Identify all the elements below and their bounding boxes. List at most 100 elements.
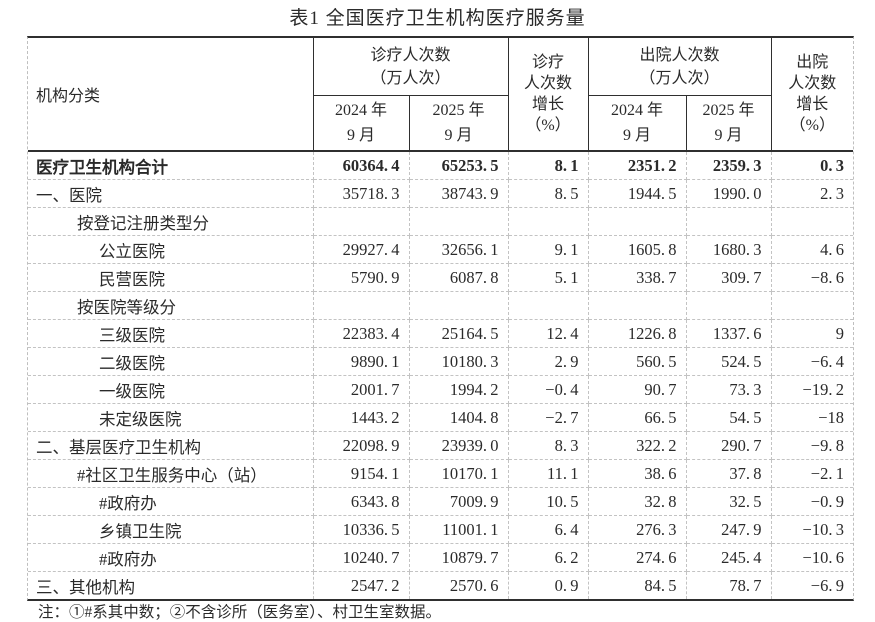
table-row: 一级医院 2001. 7 1994. 2 −0. 4 90. 7 73. 3 −19. 2 [28, 375, 854, 404]
cell-value: 524. 5 [686, 347, 772, 376]
table-row: 三、其他机构 2547. 2 2570. 6 0. 9 84. 5 78. 7 −6. 9 [28, 571, 853, 599]
cell-value: 54. 5 [686, 403, 772, 432]
cell-value: 5790. 9 [313, 263, 410, 292]
table-row: 按登记注册类型分 [28, 207, 854, 236]
cell-value: 2351. 2 [588, 151, 687, 180]
table-row: #社区卫生服务中心（站） 9154. 1 10170. 1 11. 1 38. 6 37.… [28, 459, 854, 488]
row-label: 医疗卫生机构合计 [28, 151, 314, 180]
cell-value: 10180. 3 [409, 347, 509, 376]
table-row: 乡镇卫生院 10336. 5 11001. 1 6. 4 276. 3 247. 9 −10… [28, 515, 854, 544]
cell-value: 6. 2 [508, 543, 589, 572]
row-label: 按医院等级分 [28, 291, 314, 320]
cell-value: 10336. 5 [313, 515, 410, 544]
cell-value: 1605. 8 [588, 235, 687, 264]
cell-value: 276. 3 [588, 515, 687, 544]
header-institution-category: 机构分类 [28, 38, 314, 152]
cell-value: 9. 1 [508, 235, 589, 264]
cell-value: 38. 6 [588, 459, 687, 488]
cell-value: 6087. 8 [409, 263, 509, 292]
row-label: 按登记注册类型分 [28, 207, 314, 236]
table-row: 民营医院 5790. 9 6087. 8 5. 1 338. 7 309. 7 −8. 6 [28, 263, 854, 292]
row-label: #政府办 [28, 543, 314, 572]
row-label: 公立医院 [28, 235, 314, 264]
cell-value: 5. 1 [508, 263, 589, 292]
cell-value: −6. 4 [771, 347, 854, 376]
cell-value: 10240. 7 [313, 543, 410, 572]
cell-value: 322. 2 [588, 431, 687, 460]
header-discharge-growth: 出院 人次数 增长 （%） [771, 38, 854, 152]
cell-value: 73. 3 [686, 375, 772, 404]
table-row: 一、医院 35718. 3 38743. 9 8. 5 1944. 5 1990. 0 2.… [28, 179, 854, 208]
cell-value: 2547. 2 [313, 571, 410, 599]
row-label: 三、其他机构 [28, 571, 314, 599]
cell-value: 4. 6 [771, 235, 854, 264]
cell-value: 7009. 9 [409, 487, 509, 516]
cell-value: −6. 9 [810, 575, 845, 595]
cell-value: 84. 5 [588, 571, 687, 599]
page-title: 表1 全国医疗卫生机构医疗服务量 [289, 8, 586, 29]
cell-value: 10170. 1 [409, 459, 509, 488]
cell-value [508, 291, 589, 320]
table-row: #政府办 6343. 8 7009. 9 10. 5 32. 8 32. 5 −0. 9 [28, 487, 854, 516]
cell-value: 1337. 6 [686, 319, 772, 348]
row-label: 二级医院 [28, 347, 314, 376]
cell-value: 1994. 2 [409, 375, 509, 404]
cell-value: 90. 7 [588, 375, 687, 404]
cell-value [508, 207, 589, 236]
cell-value: 9154. 1 [313, 459, 410, 488]
cell-value: −19. 2 [771, 375, 854, 404]
cell-value: 12. 4 [508, 319, 589, 348]
cell-value: 10. 5 [508, 487, 589, 516]
cell-value: 2. 9 [508, 347, 589, 376]
row-label: 民营医院 [28, 263, 314, 292]
cell-value: 6. 4 [508, 515, 589, 544]
row-label: #政府办 [28, 487, 314, 516]
table-row: 按医院等级分 [28, 291, 854, 320]
cell-value: 78. 7 [686, 571, 772, 599]
cell-value: 2. 3 [771, 179, 854, 208]
cell-value: 60364. 4 [313, 151, 410, 180]
cell-value [771, 207, 854, 236]
row-label: 三级医院 [28, 319, 314, 348]
table-footnote: 注：①#系其中数；②不含诊所（医务室）、村卫生室数据。 [38, 604, 442, 621]
cell-value: −0. 9 [771, 487, 854, 516]
cell-value: 274. 6 [588, 543, 687, 572]
cell-value: 9 [771, 319, 854, 348]
cell-value: 11. 1 [508, 459, 589, 488]
cell-value: 2570. 6 [409, 571, 509, 599]
table-row: 医疗卫生机构合计 60364. 4 65253. 5 8. 1 2351. 2 2359.… [28, 151, 854, 180]
cell-value [686, 291, 772, 320]
header-outpatient-2025: 2025 年 9 月 [409, 95, 509, 152]
cell-value: 1944. 5 [588, 179, 687, 208]
cell-value: 1990. 0 [686, 179, 772, 208]
row-label: 二、基层医疗卫生机构 [28, 431, 314, 460]
table-row: 公立医院 29927. 4 32656. 1 9. 1 1605. 8 1680. 3 4.… [28, 235, 854, 264]
cell-value: 65253. 5 [409, 151, 509, 180]
cell-value: 66. 5 [588, 403, 687, 432]
cell-value: 1404. 8 [409, 403, 509, 432]
cell-value: −10. 3 [771, 515, 854, 544]
cell-value: 290. 7 [686, 431, 772, 460]
header-outpatient-growth: 诊疗 人次数 增长 （%） [508, 38, 589, 152]
table-body: 医疗卫生机构合计 60364. 4 65253. 5 8. 1 2351. 2 2359.… [28, 151, 854, 599]
cell-value: 247. 9 [686, 515, 772, 544]
header-outpatient-2024: 2024 年 9 月 [313, 95, 410, 152]
row-label: #社区卫生服务中心（站） [28, 459, 314, 488]
header-discharge-group: 出院人次数 （万人次） [588, 38, 772, 96]
cell-value: 29927. 4 [313, 235, 410, 264]
cell-value: 25164. 5 [409, 319, 509, 348]
table-row: 未定级医院 1443. 2 1404. 8 −2. 7 66. 5 54. 5 −18 [28, 403, 854, 432]
cell-value: 338. 7 [588, 263, 687, 292]
cell-value: 0. 9 [508, 571, 589, 599]
cell-value: 23939. 0 [409, 431, 509, 460]
header-discharge-2025: 2025 年 9 月 [686, 95, 772, 152]
table-header: 机构分类 诊疗人次数 （万人次） 诊疗 人次数 增长 （%） 出院人次数 （万人… [28, 38, 854, 152]
cell-value [313, 291, 410, 320]
cell-value: −9. 8 [771, 431, 854, 460]
table-row: 二、基层医疗卫生机构 22098. 9 23939. 0 8. 3 322. 2 290.… [28, 431, 854, 460]
cell-value: 2359. 3 [686, 151, 772, 180]
row-label: 未定级医院 [28, 403, 314, 432]
cell-value: 1680. 3 [686, 235, 772, 264]
cell-value: 35718. 3 [313, 179, 410, 208]
cell-value: 37. 8 [686, 459, 772, 488]
